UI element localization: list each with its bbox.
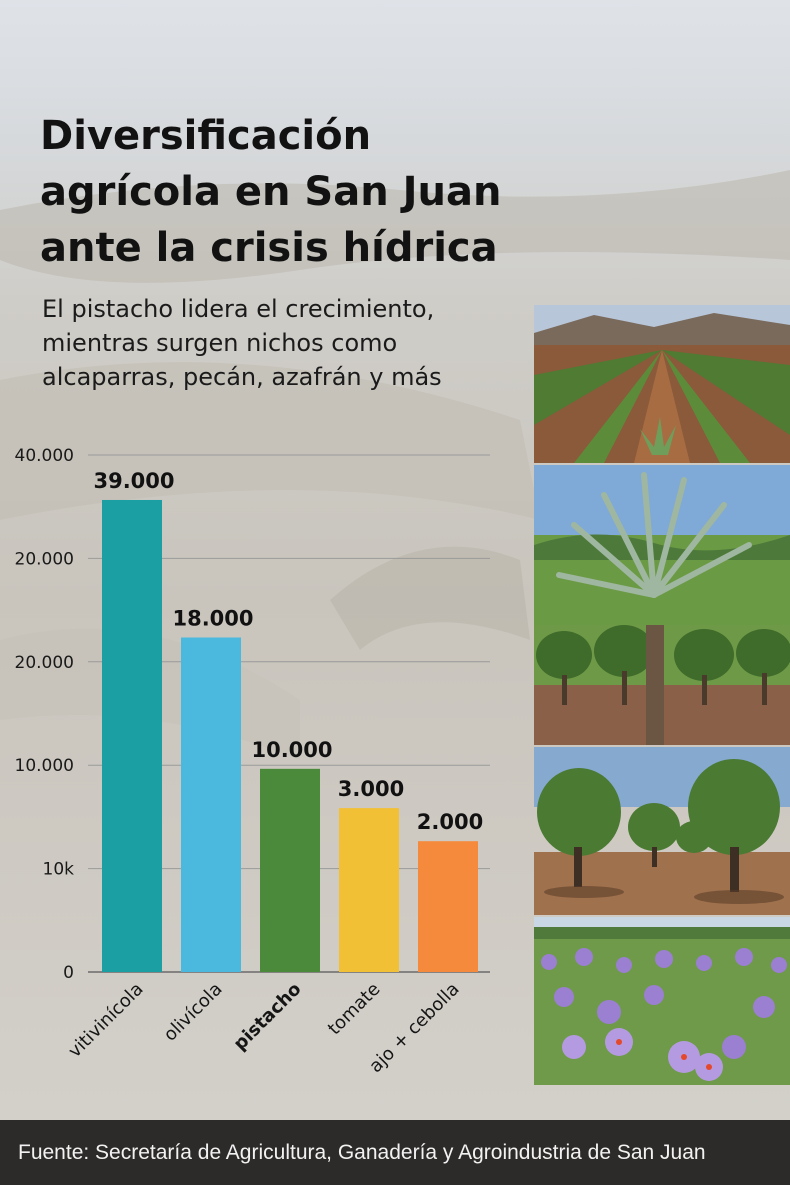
x-category-label: pistacho (230, 979, 306, 1055)
agave-plant-photo (534, 465, 790, 625)
x-category-label: tomate (324, 979, 385, 1040)
bar-value-label: 3.000 (338, 777, 404, 801)
bar-ajo-cebolla (418, 841, 478, 972)
y-tick-label: 10k (43, 860, 75, 880)
y-tick-label: 0 (63, 963, 74, 983)
pecan-orchard-photo (534, 747, 790, 915)
bar-tomate (339, 808, 399, 972)
y-tick-label: 20.000 (15, 549, 74, 569)
orchard-photo (534, 625, 790, 745)
bar-chart: 0 10k 10.000 20.000 20.000 40.000 39.000 18.00… (15, 446, 490, 1077)
page-title: Diversificación agrícola en San Juan ant… (40, 113, 502, 271)
bar-pistacho (260, 768, 320, 972)
y-tick-label: 20.000 (15, 653, 74, 673)
page-subtitle: El pistacho lidera el crecimiento, mient… (42, 295, 442, 391)
x-category-label: vitivinícola (64, 979, 147, 1062)
saffron-flowers-photo (534, 917, 790, 1085)
y-tick-label: 40.000 (15, 446, 74, 466)
bar-value-label: 39.000 (93, 469, 174, 493)
bar-value-label: 18.000 (172, 607, 253, 631)
bar-oliv-cola (181, 637, 241, 972)
bar-value-label: 10.000 (251, 738, 332, 762)
x-category-label: olivícola (160, 979, 227, 1046)
y-axis-ticks: 0 10k 10.000 20.000 20.000 40.000 (15, 446, 75, 983)
source-footer: Fuente: Secretaría de Agricultura, Ganad… (0, 1120, 790, 1185)
chart-bars (102, 499, 478, 972)
y-tick-label: 10.000 (15, 756, 74, 776)
agave-field-photo (534, 305, 790, 463)
bar-value-label: 2.000 (417, 810, 483, 834)
bar-vitivin-cola (102, 499, 162, 972)
